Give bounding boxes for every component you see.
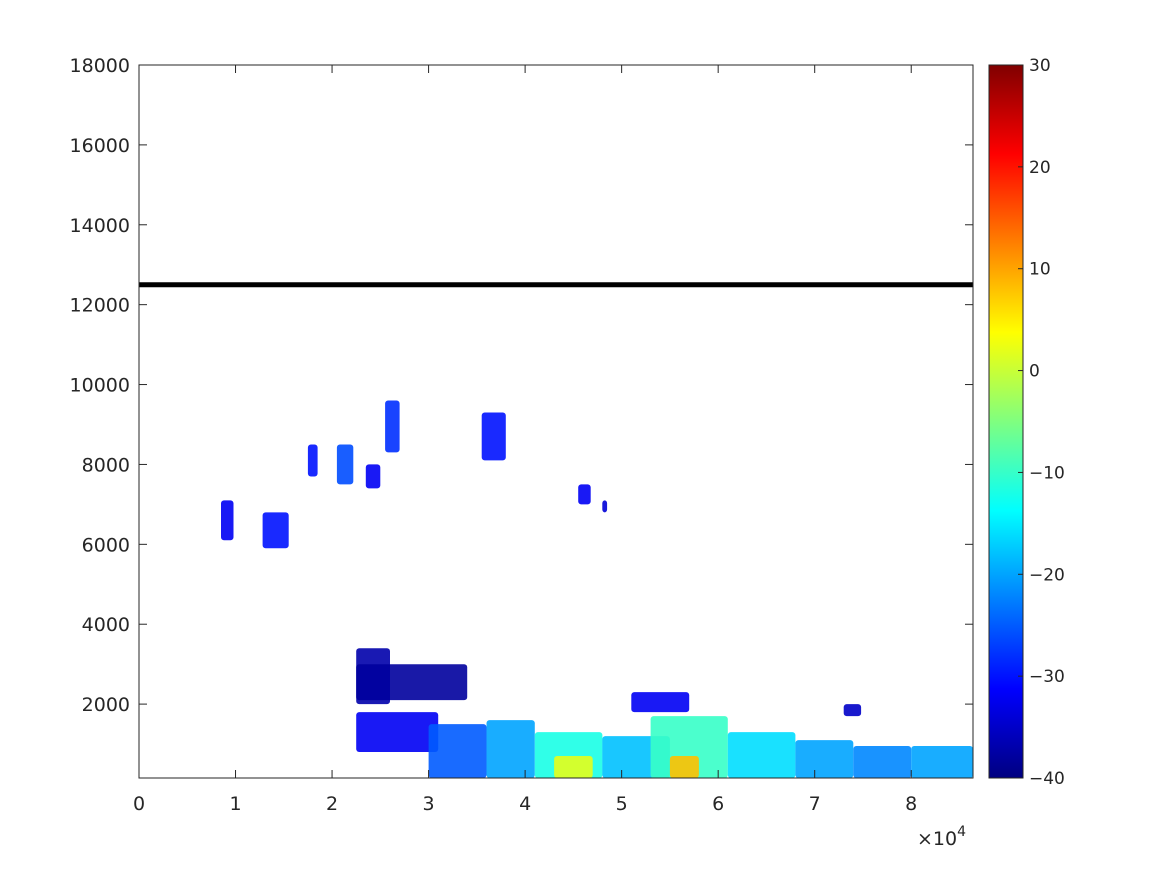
echo-region: [602, 500, 608, 513]
y-axis: 2000 4000 6000 8000 10000 12000 14000 16000 1800…: [70, 55, 973, 716]
echo-region: [428, 724, 487, 778]
x-tick-label: 2: [326, 793, 338, 815]
echo-region: [356, 664, 468, 701]
y-tick-label: 2000: [82, 694, 130, 716]
echo-region: [631, 692, 690, 713]
colorbar: [988, 64, 1024, 779]
x-tick-label: 5: [616, 793, 628, 815]
echo-region: [727, 732, 796, 778]
x-tick-label: 1: [229, 793, 241, 815]
echo-region: [336, 444, 354, 485]
echo-region: [669, 756, 699, 778]
x-tick-label: 0: [133, 793, 145, 815]
x-axis: 0 1 2 3 4 5 6 7 8: [133, 65, 917, 815]
colorbar-tick-label: 30: [1029, 56, 1051, 76]
echo-region: [356, 712, 439, 752]
echo-region: [843, 704, 862, 717]
colorbar-tick-label: 0: [1029, 362, 1040, 382]
y-tick-label: 6000: [82, 534, 130, 556]
echo-region: [221, 500, 234, 541]
x-tick-label: 4: [519, 793, 531, 815]
colorbar-tick-label: −30: [1029, 667, 1065, 687]
y-tick-label: 16000: [70, 135, 130, 157]
echo-region: [578, 484, 591, 505]
x-tick-label: 7: [809, 793, 821, 815]
echo-region: [853, 746, 912, 778]
y-tick-label: 18000: [70, 55, 130, 77]
x-tick-label: 6: [712, 793, 724, 815]
plot-background: [139, 65, 973, 778]
colorbar-tick-label: 10: [1029, 260, 1051, 280]
echo-region: [365, 464, 381, 489]
echo-region: [481, 412, 506, 461]
colorbar-ticks: −40 −30 −20 −10 0 10 20 30: [1018, 56, 1065, 789]
colorbar-tick-label: 20: [1029, 158, 1051, 178]
y-tick-label: 8000: [82, 454, 130, 476]
echo-layer: [221, 400, 973, 778]
echo-region: [554, 756, 593, 778]
echo-region: [262, 512, 289, 549]
colorbar-tick-label: −10: [1029, 463, 1065, 483]
echo-region: [486, 720, 535, 778]
echo-region: [307, 444, 318, 477]
x-tick-label: 8: [905, 793, 917, 815]
echo-region: [795, 740, 854, 778]
echo-region: [911, 746, 973, 778]
x-exponent-power: 4: [957, 824, 966, 840]
y-tick-label: 14000: [70, 215, 130, 237]
colorbar-tick-label: −40: [1029, 769, 1065, 789]
x-exponent-label: ×104: [917, 824, 966, 850]
colorbar-tick-label: −20: [1029, 565, 1065, 585]
x-exponent-base: ×10: [917, 828, 957, 850]
echo-region: [385, 400, 400, 453]
plot-frame: [138, 64, 974, 779]
y-tick-label: 10000: [70, 375, 130, 397]
y-tick-label: 12000: [70, 295, 130, 317]
x-tick-label: 3: [423, 793, 435, 815]
echo-region: [650, 716, 728, 778]
y-tick-label: 4000: [82, 614, 130, 636]
